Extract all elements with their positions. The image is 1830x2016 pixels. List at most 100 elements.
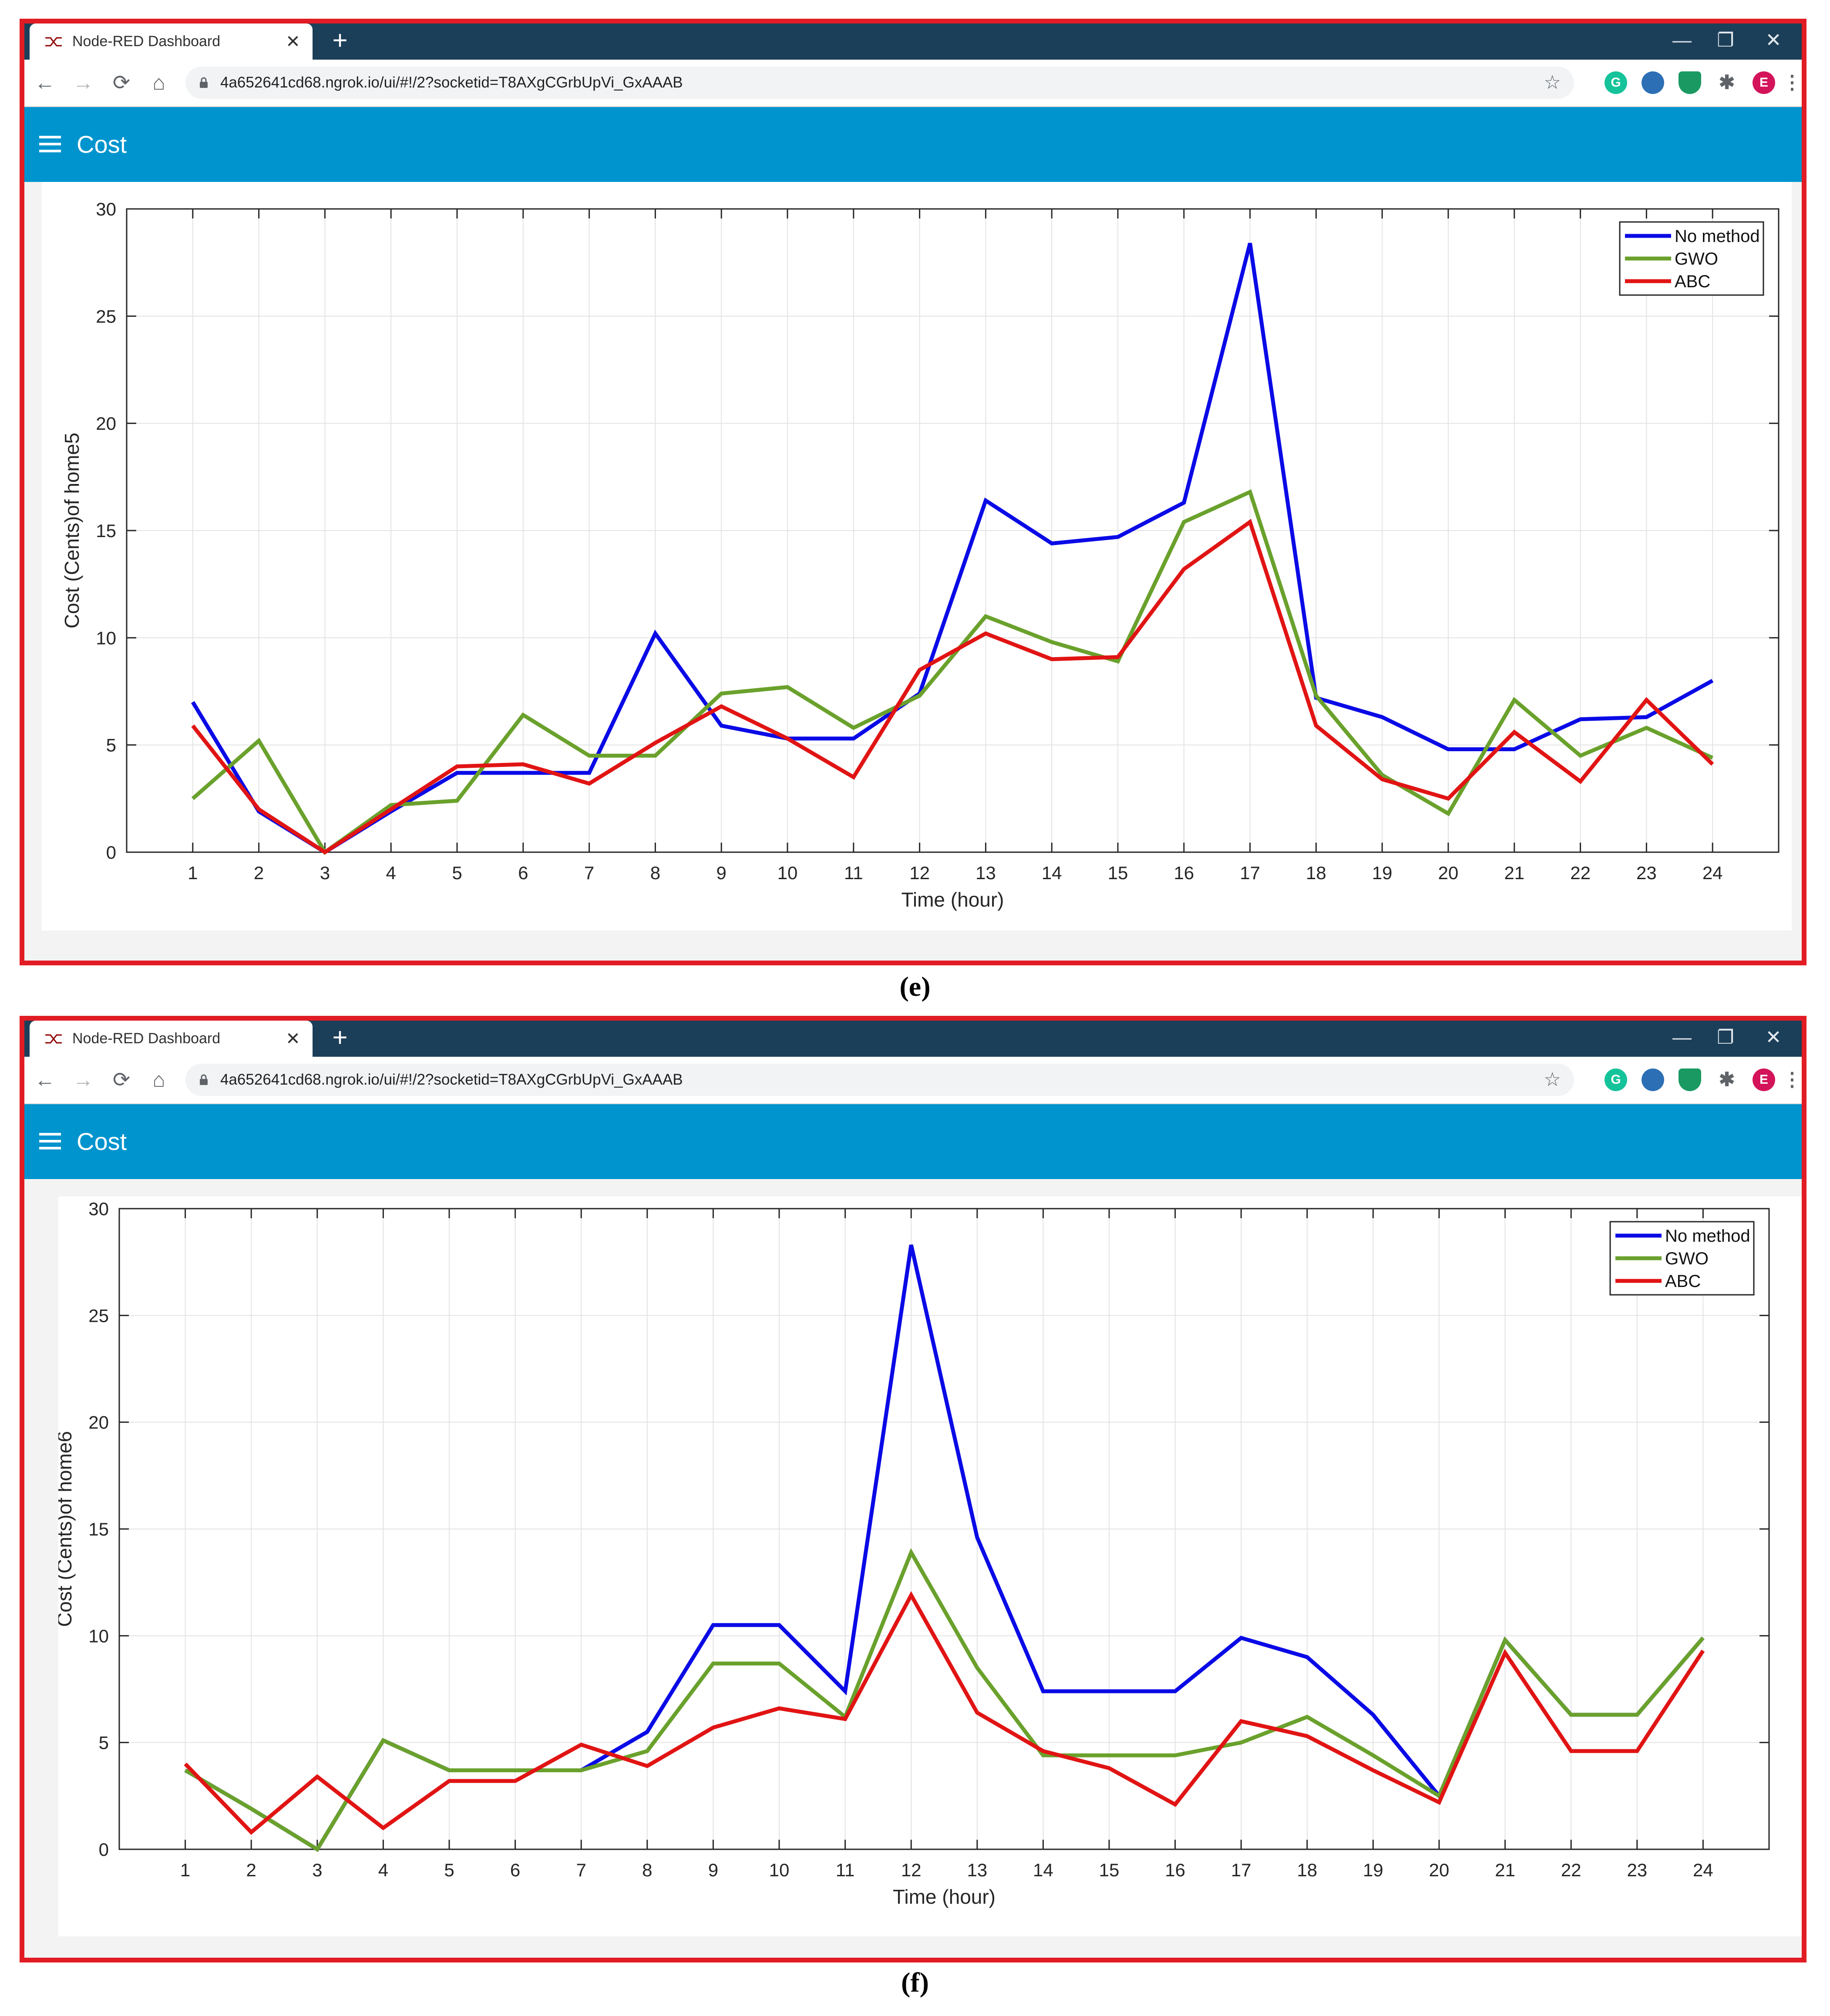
dashboard-toolbar: Cost (24, 1104, 1802, 1179)
x-tick-label: 10 (777, 863, 798, 883)
series-line-gwo (191, 489, 1714, 855)
forward-icon[interactable]: → (73, 1068, 94, 1092)
y-tick-label: 10 (96, 628, 116, 648)
x-tick-label: 24 (1702, 863, 1723, 883)
x-tick-label: 13 (976, 863, 996, 883)
browser-menu-icon[interactable]: ⋮ (1783, 72, 1802, 93)
profile-avatar[interactable]: E (1753, 1068, 1775, 1091)
tab-strip: Node-RED Dashboard ✕ + — ❐ ✕ (24, 1021, 1802, 1057)
reload-icon[interactable]: ⟳ (112, 71, 131, 94)
y-tick-label: 0 (99, 1839, 109, 1860)
home-icon[interactable]: ⌂ (152, 71, 165, 94)
x-tick-label: 8 (642, 1860, 652, 1880)
y-tick-label: 15 (96, 521, 116, 541)
legend-label: GWO (1675, 249, 1718, 269)
x-tick-label: 5 (444, 1860, 454, 1880)
x-tick-label: 7 (576, 1860, 586, 1880)
y-tick-label: 15 (88, 1519, 109, 1539)
y-axis-label: Cost (Cents)of home5 (61, 433, 83, 628)
hamburger-menu-icon[interactable] (39, 1133, 61, 1150)
x-tick-label: 24 (1693, 1860, 1713, 1880)
legend-label: No method (1665, 1226, 1750, 1246)
node-red-icon (45, 37, 62, 46)
hamburger-menu-icon[interactable] (39, 136, 61, 153)
x-tick-label: 23 (1636, 863, 1657, 883)
y-tick-label: 5 (106, 735, 116, 756)
close-tab-icon[interactable]: ✕ (286, 1029, 300, 1048)
new-tab-button[interactable]: + (332, 1023, 348, 1052)
tab-strip: Node-RED Dashboard ✕ + — ❐ ✕ (24, 24, 1802, 60)
url-input[interactable]: 4a652641cd68.ngrok.io/ui/#!/2?socketid=T… (185, 1064, 1574, 1096)
x-tick-label: 14 (1033, 1860, 1053, 1880)
x-tick-label: 6 (510, 1860, 520, 1880)
x-axis-label: Time (hour) (902, 888, 1004, 911)
legend-label: No method (1675, 227, 1760, 246)
dashboard-content: 1 2 3 4 5 6 7 8 9 10 11 12 13 14 15 16 17 18 19 20 21 22 23 24 0… (24, 182, 1802, 961)
minimize-icon[interactable]: — (1672, 1027, 1692, 1048)
grammarly-icon[interactable]: G (1605, 1068, 1627, 1091)
forward-icon[interactable]: → (73, 71, 94, 94)
x-tick-label: 19 (1372, 863, 1393, 883)
reload-icon[interactable]: ⟳ (112, 1068, 131, 1092)
home-icon[interactable]: ⌂ (152, 1068, 165, 1092)
close-window-icon[interactable]: ✕ (1765, 30, 1782, 51)
x-tick-label: 12 (909, 863, 930, 883)
tab-node-red-dashboard[interactable]: Node-RED Dashboard ✕ (30, 24, 313, 60)
tab-title: Node-RED Dashboard (72, 1030, 221, 1047)
y-tick-label: 5 (99, 1733, 109, 1753)
y-tick-label: 0 (106, 842, 116, 863)
minimize-icon[interactable]: — (1672, 30, 1692, 51)
x-tick-label: 9 (708, 1860, 718, 1880)
y-tick-label: 30 (96, 199, 116, 219)
x-tick-label: 8 (650, 863, 660, 883)
dashboard-toolbar: Cost (24, 107, 1802, 182)
x-tick-label: 6 (518, 863, 528, 883)
legend-label: ABC (1665, 1272, 1701, 1291)
extension-shield-icon[interactable] (1679, 71, 1701, 94)
extension-globe-icon[interactable] (1642, 1068, 1664, 1091)
x-tick-label: 4 (378, 1860, 388, 1880)
x-tick-label: 3 (320, 863, 330, 883)
extension-globe-icon[interactable] (1642, 71, 1664, 94)
series-line-no-method (184, 1244, 1705, 1852)
restore-icon[interactable]: ❐ (1717, 1027, 1734, 1048)
browser-window-e: Node-RED Dashboard ✕ + — ❐ ✕ ← → ⟳ ⌂ 4a6… (20, 19, 1806, 965)
address-bar: ← → ⟳ ⌂ 4a652641cd68.ngrok.io/ui/#!/2?so… (24, 60, 1802, 107)
tab-title: Node-RED Dashboard (72, 33, 221, 50)
x-tick-label: 13 (967, 1860, 987, 1880)
x-tick-label: 23 (1627, 1860, 1647, 1880)
lock-icon (200, 77, 208, 88)
browser-menu-icon[interactable]: ⋮ (1783, 1069, 1802, 1090)
y-tick-label: 20 (96, 413, 116, 434)
y-tick-label: 20 (88, 1412, 109, 1433)
x-axis-label: Time (hour) (893, 1885, 996, 1908)
x-tick-label: 20 (1429, 1860, 1450, 1880)
grammarly-icon[interactable]: G (1605, 71, 1627, 94)
tab-node-red-dashboard[interactable]: Node-RED Dashboard ✕ (30, 1021, 313, 1057)
profile-avatar[interactable]: E (1753, 71, 1775, 94)
x-tick-label: 20 (1438, 863, 1459, 883)
y-axis-label: Cost (Cents)of home6 (58, 1431, 76, 1627)
y-tick-label: 10 (88, 1626, 109, 1646)
x-tick-label: 19 (1363, 1860, 1383, 1880)
extensions-puzzle-icon[interactable]: ✱ (1719, 1069, 1735, 1090)
extension-shield-icon[interactable] (1679, 1068, 1701, 1091)
bookmark-star-icon[interactable]: ☆ (1544, 1069, 1561, 1090)
restore-icon[interactable]: ❐ (1717, 30, 1734, 51)
extensions-puzzle-icon[interactable]: ✱ (1719, 72, 1735, 93)
url-text: 4a652641cd68.ngrok.io/ui/#!/2?socketid=T… (220, 74, 683, 91)
x-tick-label: 12 (901, 1860, 922, 1880)
new-tab-button[interactable]: + (332, 26, 348, 55)
cost-chart-home6: 1 2 3 4 5 6 7 8 9 10 11 12 13 14 15 16 17 18 19 20 21 22 23 240… (53, 1199, 1770, 1908)
close-tab-icon[interactable]: ✕ (286, 32, 300, 51)
back-icon[interactable]: ← (34, 71, 55, 94)
bookmark-star-icon[interactable]: ☆ (1544, 72, 1561, 93)
back-icon[interactable]: ← (34, 1068, 55, 1092)
x-tick-label: 22 (1561, 1860, 1581, 1880)
x-tick-label: 10 (769, 1860, 790, 1880)
close-window-icon[interactable]: ✕ (1765, 1027, 1782, 1048)
url-input[interactable]: 4a652641cd68.ngrok.io/ui/#!/2?socketid=T… (185, 67, 1574, 99)
x-tick-label: 18 (1297, 1860, 1317, 1880)
cost-chart-home5: 1 2 3 4 5 6 7 8 9 10 11 12 13 14 15 16 17 18 19 20 21 22 23 240… (61, 199, 1780, 911)
x-tick-label: 22 (1570, 863, 1591, 883)
